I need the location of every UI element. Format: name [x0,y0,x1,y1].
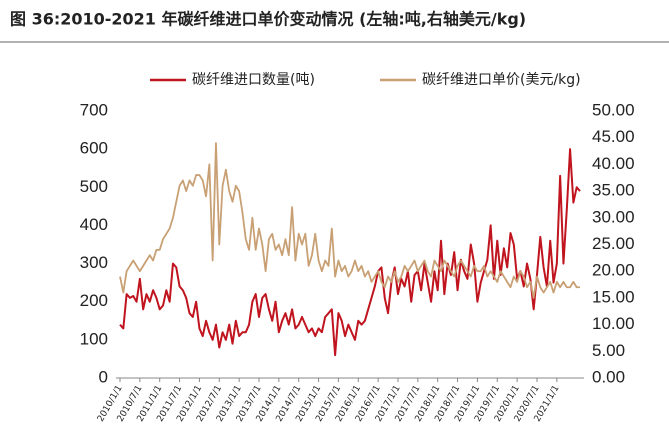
y2-tick-label: 25.00 [592,234,635,253]
y-tick-label: 0 [99,367,108,386]
y-tick-label: 300 [80,253,108,272]
y2-tick-label: 20.00 [592,261,635,280]
y2-tick-label: 50.00 [592,100,635,119]
y2-tick-label: 30.00 [592,207,635,226]
y2-tick-label: 15.00 [592,287,635,306]
series-line [119,142,580,299]
y2-tick-label: 0.00 [592,367,625,386]
y2-tick-label: 45.00 [592,127,635,146]
chart-title: 图 36:2010-2021 年碳纤维进口单价变动情况 (左轴:吨,右轴美元/k… [10,10,526,29]
series-line [119,148,581,357]
legend-label: 碳纤维进口数量(吨) [192,72,315,88]
y-tick-label: 200 [80,291,108,310]
y2-tick-label: 35.00 [592,181,635,200]
y-tick-label: 700 [80,100,108,119]
y2-tick-label: 10.00 [592,314,635,333]
y-tick-label: 500 [80,177,108,196]
y-tick-label: 100 [80,329,108,348]
y-tick-label: 600 [80,139,108,158]
y2-tick-label: 5.00 [592,341,625,360]
y-tick-label: 400 [80,215,108,234]
legend-label: 碳纤维进口单价(美元/kg) [422,72,581,88]
y2-tick-label: 40.00 [592,154,635,173]
